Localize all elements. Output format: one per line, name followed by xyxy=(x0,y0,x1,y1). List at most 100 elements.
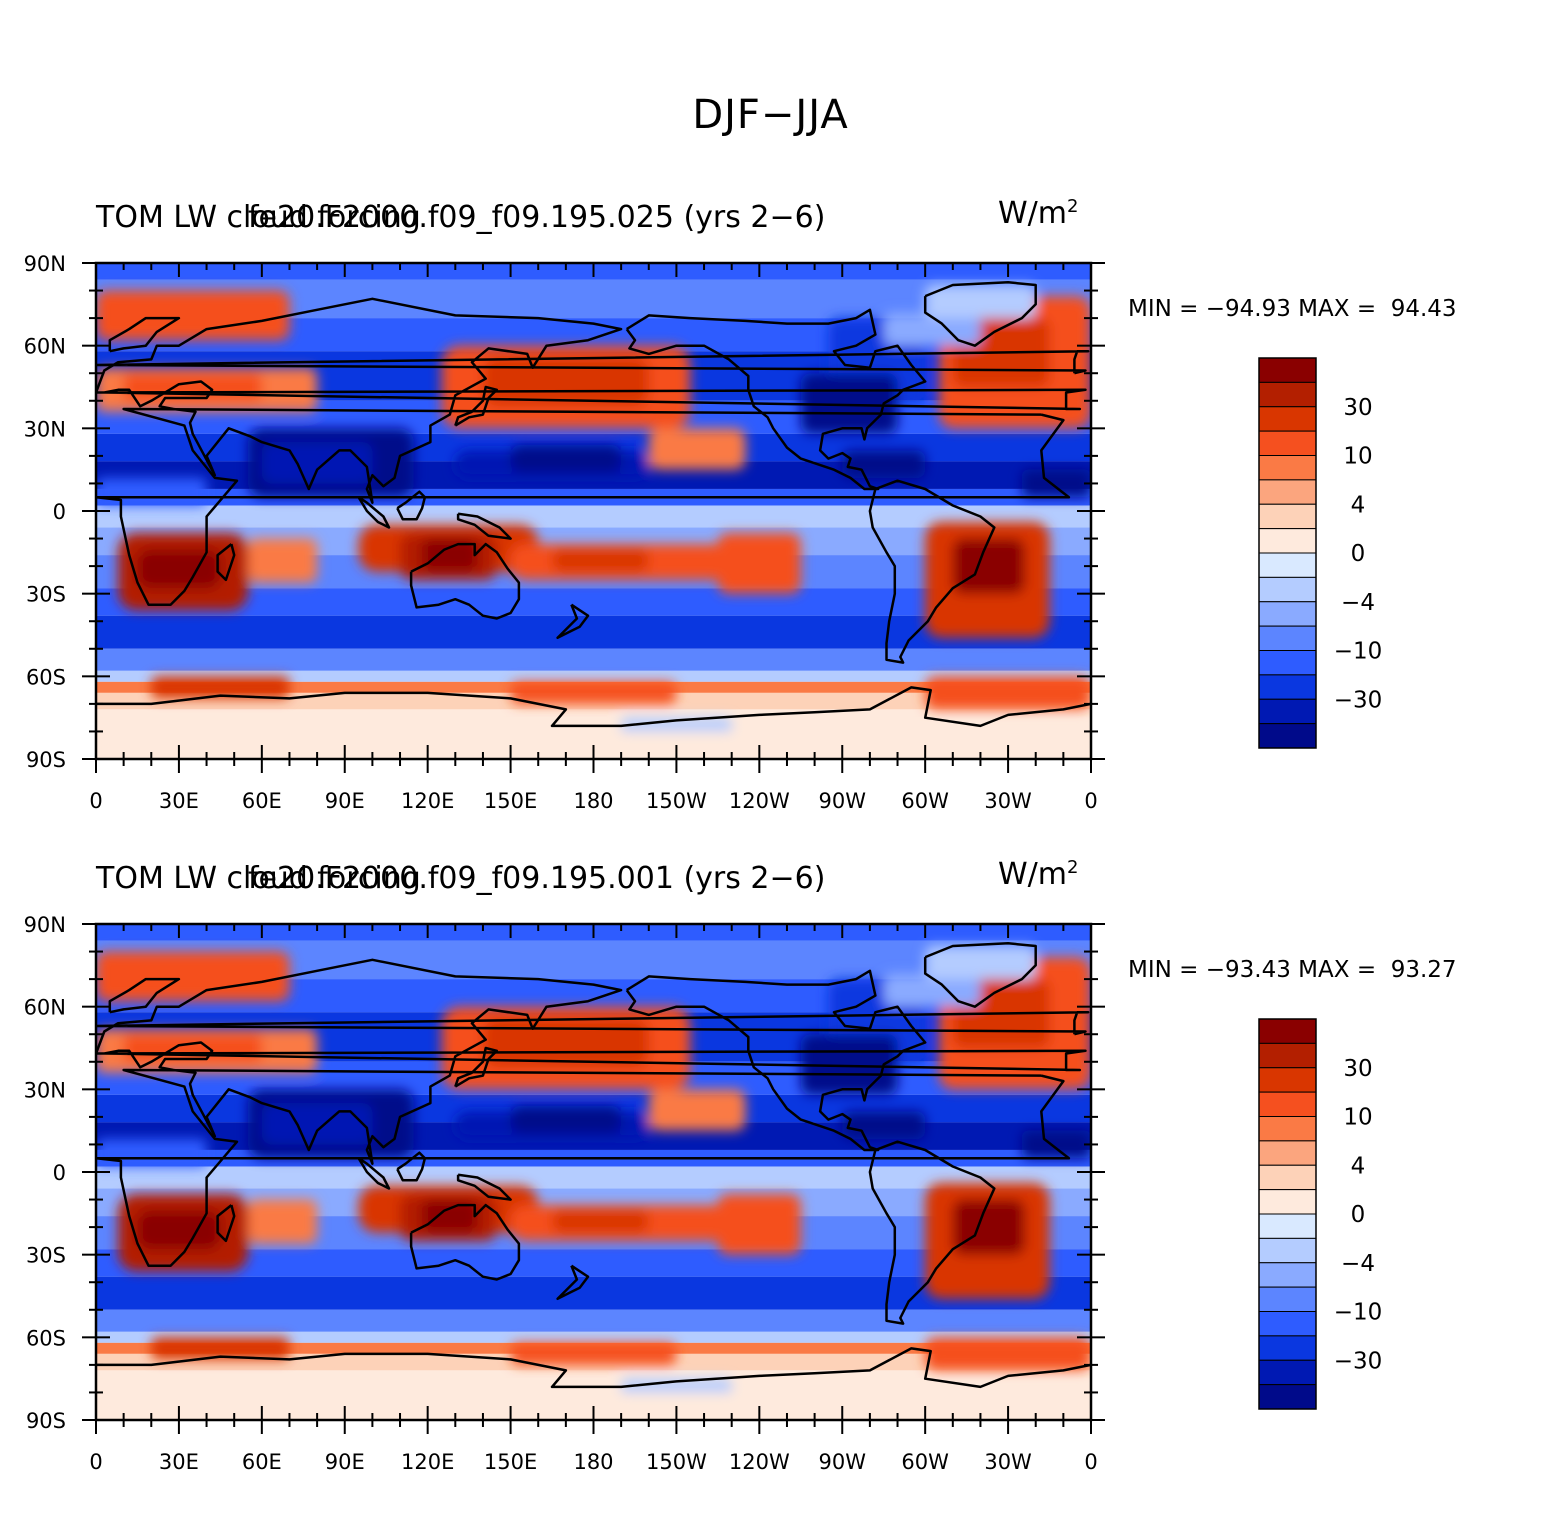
coastline xyxy=(409,1203,521,1281)
panel-left-title: TOM LW cloud forcing xyxy=(96,861,421,896)
min-label: MIN = xyxy=(1128,957,1199,983)
coastline xyxy=(96,297,1087,504)
x-tick-label: 150W xyxy=(646,1450,707,1474)
coastline xyxy=(556,1264,590,1301)
x-tick-label: 0 xyxy=(89,1450,102,1474)
coastline xyxy=(96,1068,1071,1267)
x-tick-label: 180 xyxy=(573,1450,613,1474)
min-max-readout: MIN = −94.93 MAX = 94.43 xyxy=(1128,296,1457,322)
units-exponent: 2 xyxy=(1067,196,1079,217)
colorbar-swatch xyxy=(1258,1311,1317,1337)
y-tick-label: 0 xyxy=(53,1161,66,1185)
coastline xyxy=(216,543,236,582)
coastline xyxy=(96,1010,1090,1036)
colorbar-swatch xyxy=(1258,1359,1317,1386)
colorbar-swatch xyxy=(1258,503,1317,530)
x-tick-label: 30W xyxy=(984,789,1032,813)
coastline xyxy=(96,407,1071,606)
colorbar-swatch xyxy=(1258,528,1317,554)
coastline xyxy=(454,385,499,427)
coastline xyxy=(96,686,1091,728)
contour-blob xyxy=(842,450,926,478)
y-tick-label: 90N xyxy=(24,252,66,276)
panel-units: W/m2 xyxy=(998,857,1078,892)
y-tick-label: 30N xyxy=(24,1078,66,1102)
colorbar: 30 10 4 0 −4 −10 −30 xyxy=(1258,357,1382,749)
colorbar-swatch xyxy=(1258,576,1317,603)
colorbar-label: 10 xyxy=(1343,1105,1372,1131)
contour-blob xyxy=(151,676,290,699)
contour-blob xyxy=(952,538,1025,594)
coastline xyxy=(96,958,1087,1165)
contour-band xyxy=(96,1166,1091,1189)
contour-blob xyxy=(552,549,649,572)
coastline xyxy=(868,1140,996,1325)
colorbar-swatch xyxy=(1258,1286,1317,1312)
y-tick-label: 30N xyxy=(24,417,66,441)
x-tick-label: 60E xyxy=(242,789,282,813)
contour-blob xyxy=(952,1199,1025,1255)
x-tick-label: 0 xyxy=(1084,1450,1097,1474)
contour-blob xyxy=(800,373,898,434)
contour-blob xyxy=(925,946,1036,980)
colorbar-label: 0 xyxy=(1351,541,1366,567)
units-text: W/m xyxy=(998,857,1067,892)
colorbar-swatch xyxy=(1258,1164,1317,1191)
contour-blob xyxy=(151,1337,290,1360)
colorbar-frame xyxy=(1258,357,1317,749)
contour-blob xyxy=(422,538,478,572)
colorbar-swatch xyxy=(1258,552,1317,578)
y-tick-label: 90S xyxy=(26,1409,66,1433)
contour-blob xyxy=(137,549,221,589)
colorbar-swatch xyxy=(1258,1335,1317,1361)
contour-blob xyxy=(925,1337,1091,1371)
coastline xyxy=(923,942,1037,1008)
x-tick-label: 90E xyxy=(325,1450,365,1474)
colorbar-swatch xyxy=(1258,1067,1317,1093)
contour-blob xyxy=(96,1138,207,1167)
x-tick-label: 0 xyxy=(89,789,102,813)
x-tick-label: 120W xyxy=(729,789,790,813)
axis-ticks xyxy=(82,262,1105,773)
colorbar-swatch xyxy=(1258,1384,1317,1410)
x-tick-label: 120E xyxy=(401,789,454,813)
panel-center-title: fe20.F2000.f09_f09.195.025 (yrs 2−6) xyxy=(248,200,826,235)
colorbar-swatch xyxy=(1258,1091,1317,1117)
colorbar-swatch xyxy=(1258,650,1317,676)
map-panel-bottom: TOM LW cloud forcing fe20.F2000.f09_f09.… xyxy=(0,851,1541,1511)
coastline xyxy=(216,1204,236,1243)
colorbar-swatch xyxy=(1258,601,1317,627)
contour-blob xyxy=(510,1105,622,1134)
min-label: MIN = xyxy=(1128,296,1199,322)
contour-blob xyxy=(422,1199,478,1233)
contour-blob xyxy=(552,1210,649,1233)
coastline xyxy=(409,542,521,620)
x-tick-label: 30E xyxy=(159,789,199,813)
colorbar-label: −4 xyxy=(1341,590,1375,616)
y-tick-label: 60S xyxy=(26,665,66,689)
axis-ticks xyxy=(82,923,1105,1434)
colorbar-swatch xyxy=(1258,406,1317,432)
units-text: W/m xyxy=(998,196,1067,231)
coastlines xyxy=(96,281,1091,728)
x-tick-label: 120W xyxy=(729,1450,790,1474)
min-value: −94.93 xyxy=(1205,296,1291,322)
map-panel-top: TOM LW cloud forcing fe20.F2000.f09_f09.… xyxy=(0,190,1541,850)
x-tick-label: 30E xyxy=(159,1450,199,1474)
panel-units: W/m2 xyxy=(998,196,1078,231)
colorbar-swatch xyxy=(1258,1042,1317,1069)
colorbar-swatch xyxy=(1258,1140,1317,1166)
colorbar-swatch xyxy=(1258,723,1317,749)
x-tick-label: 60W xyxy=(901,789,949,813)
coastline xyxy=(108,977,181,1014)
contour-blob xyxy=(1021,1130,1091,1159)
contour-blob xyxy=(96,951,290,1002)
coastline xyxy=(456,512,512,540)
figure-title: DJF−JJA xyxy=(692,92,849,138)
panel-center-title: fe20.F2000.f09_f09.195.001 (yrs 2−6) xyxy=(248,861,826,896)
colorbar-label: 4 xyxy=(1351,1153,1366,1179)
max-label: MAX = xyxy=(1298,296,1377,322)
contour-blob xyxy=(510,444,622,473)
contour-blob xyxy=(96,290,290,341)
